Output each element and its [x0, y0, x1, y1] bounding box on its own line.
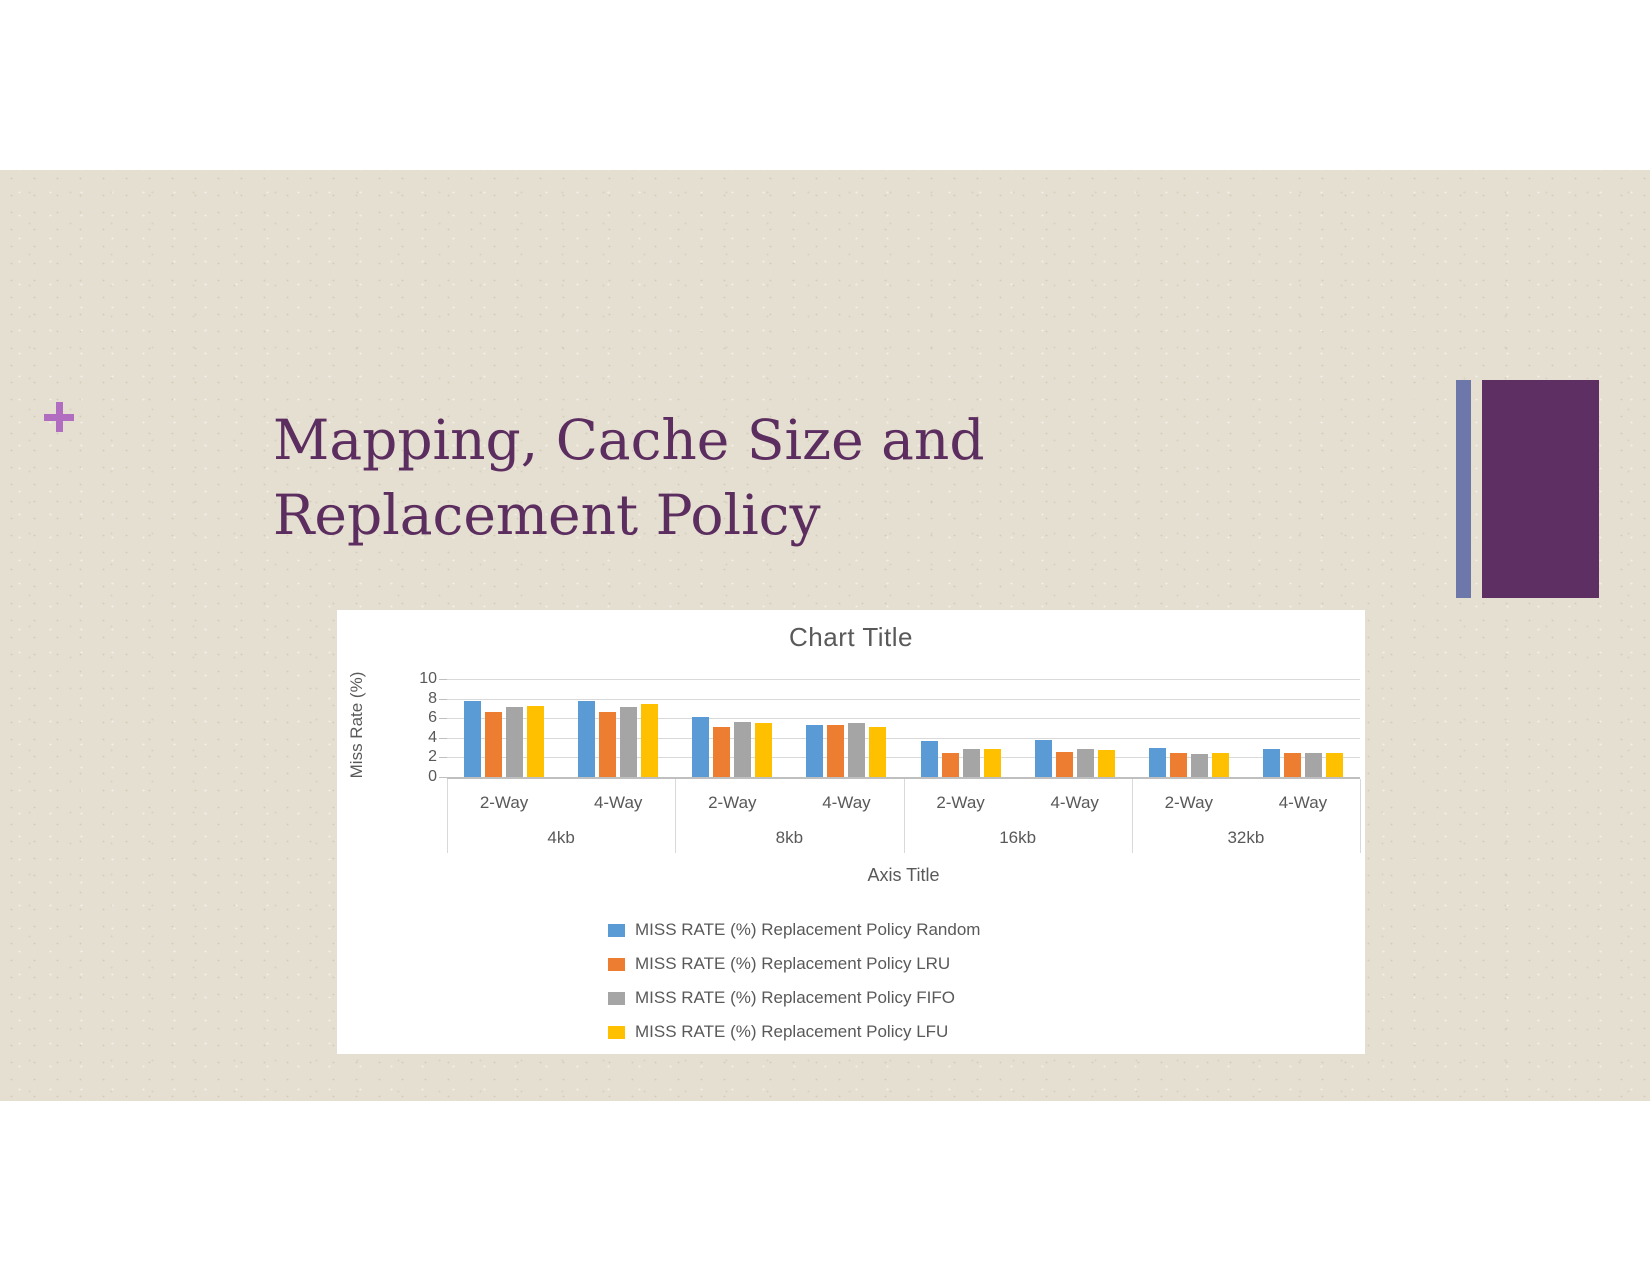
gridline: [447, 679, 1360, 680]
decoration-rectangle: [1482, 380, 1599, 598]
y-tick-label: 6: [428, 709, 437, 727]
bar-16kb-2-way-s2: [962, 748, 980, 777]
group-label: 32kb: [1227, 828, 1265, 847]
subcategory-label: 2-Way: [479, 793, 529, 812]
legend-swatch-icon: [608, 957, 625, 971]
bar-8kb-2-way-s3: [755, 723, 773, 777]
bar-16kb-4-way-s2: [1076, 748, 1094, 777]
bar-32kb-4-way-s3: [1325, 753, 1343, 777]
category-separator: [447, 779, 448, 853]
subcategory-label: 4-Way: [1050, 793, 1099, 812]
bar-32kb-2-way-s3: [1211, 753, 1229, 777]
plot-area: [439, 679, 1360, 778]
category-separator: [675, 779, 677, 853]
legend-label: MISS RATE (%) Replacement Policy LFU: [635, 1022, 949, 1041]
bar-8kb-2-way-s1: [713, 727, 731, 777]
bar-32kb-4-way-s1: [1283, 753, 1301, 777]
subcategory-label: 2-Way: [1164, 793, 1214, 812]
legend-item: MISS RATE (%) Replacement Policy Random: [608, 913, 980, 947]
gridline: [447, 698, 1360, 700]
legend-label: MISS RATE (%) Replacement Policy LRU: [635, 954, 951, 973]
bar-32kb-2-way-s0: [1148, 747, 1166, 777]
bar-16kb-4-way-s1: [1055, 751, 1073, 777]
y-tick-label: 0: [428, 768, 437, 785]
bar-4kb-4-way-s0: [578, 700, 596, 777]
group-label: 16kb: [999, 828, 1037, 847]
plus-icon: [44, 402, 74, 432]
y-tick-mark: [439, 698, 447, 700]
y-tick-label: 10: [419, 670, 437, 687]
bar-8kb-2-way-s0: [692, 717, 710, 777]
bar-16kb-2-way-s0: [920, 740, 938, 777]
bar-16kb-2-way-s1: [941, 753, 959, 777]
decoration-thin-bar: [1456, 380, 1471, 598]
bar-16kb-2-way-s3: [983, 748, 1001, 777]
y-axis-label: Miss Rate (%): [347, 671, 366, 779]
slide-background: Mapping, Cache Size and Replacement Poli…: [0, 170, 1650, 1101]
subcategory-label: 4-Way: [593, 793, 643, 812]
y-tick-label: 8: [428, 689, 437, 707]
slide-title-line1: Mapping, Cache Size and: [273, 408, 985, 472]
subcategory-label: 2-Way: [936, 793, 985, 812]
y-tick-label: 2: [428, 748, 437, 766]
legend-item: MISS RATE (%) Replacement Policy FIFO: [608, 981, 980, 1015]
gridline: [447, 737, 1360, 739]
bar-8kb-2-way-s2: [734, 722, 752, 777]
y-tick-mark: [439, 777, 447, 778]
bar-32kb-4-way-s0: [1262, 748, 1280, 777]
bar-4kb-2-way-s2: [506, 707, 524, 777]
bar-4kb-2-way-s0: [464, 700, 482, 777]
subcategory-label: 2-Way: [708, 793, 757, 812]
bar-4kb-4-way-s2: [620, 707, 638, 777]
group-label: 8kb: [775, 828, 804, 847]
bar-32kb-2-way-s1: [1169, 753, 1187, 777]
gridline: [447, 718, 1360, 720]
bar-4kb-4-way-s1: [599, 712, 617, 777]
legend-swatch-icon: [608, 991, 625, 1005]
y-tick-label: 4: [428, 728, 437, 746]
category-separator: [1131, 779, 1133, 853]
category-separator: [1360, 779, 1361, 853]
bar-8kb-4-way-s2: [848, 723, 866, 777]
subcategory-label: 4-Way: [822, 793, 871, 812]
subcategory-label: 4-Way: [1278, 793, 1328, 812]
chart-title: Chart Title: [789, 622, 913, 652]
bar-4kb-2-way-s3: [527, 706, 545, 777]
bar-8kb-4-way-s3: [869, 727, 887, 777]
y-tick-mark: [439, 737, 447, 739]
y-tick-mark: [439, 679, 447, 680]
chart-panel: Chart Title Miss Rate (%) 0 2 4 6 8 10 2-Way 4…: [337, 610, 1365, 1054]
legend-swatch-icon: [608, 923, 625, 937]
x-axis-title: Axis Title: [867, 865, 940, 885]
gridline: [447, 757, 1360, 759]
bar-8kb-4-way-s0: [806, 725, 824, 777]
bar-32kb-4-way-s2: [1304, 753, 1322, 777]
slide-title-line2: Replacement Policy: [273, 483, 821, 547]
chart-legend: MISS RATE (%) Replacement Policy Random M…: [608, 913, 980, 1049]
group-label: 4kb: [547, 828, 575, 847]
y-tick-mark: [439, 718, 447, 720]
slide-title: Mapping, Cache Size and Replacement Poli…: [273, 403, 1033, 553]
bar-32kb-2-way-s2: [1190, 754, 1208, 777]
bar-4kb-2-way-s1: [485, 712, 503, 777]
y-tick-mark: [439, 757, 447, 759]
legend-label: MISS RATE (%) Replacement Policy FIFO: [635, 988, 955, 1007]
legend-swatch-icon: [608, 1025, 625, 1039]
legend-item: MISS RATE (%) Replacement Policy LFU: [608, 1015, 980, 1049]
bar-8kb-4-way-s1: [827, 725, 845, 777]
bar-16kb-4-way-s0: [1034, 739, 1052, 777]
legend-label: MISS RATE (%) Replacement Policy Random: [635, 920, 981, 939]
category-separator: [903, 779, 905, 853]
bar-16kb-4-way-s3: [1097, 749, 1115, 777]
legend-item: MISS RATE (%) Replacement Policy LRU: [608, 947, 980, 981]
x-axis-line: [447, 777, 1360, 779]
bar-4kb-4-way-s3: [641, 704, 659, 777]
